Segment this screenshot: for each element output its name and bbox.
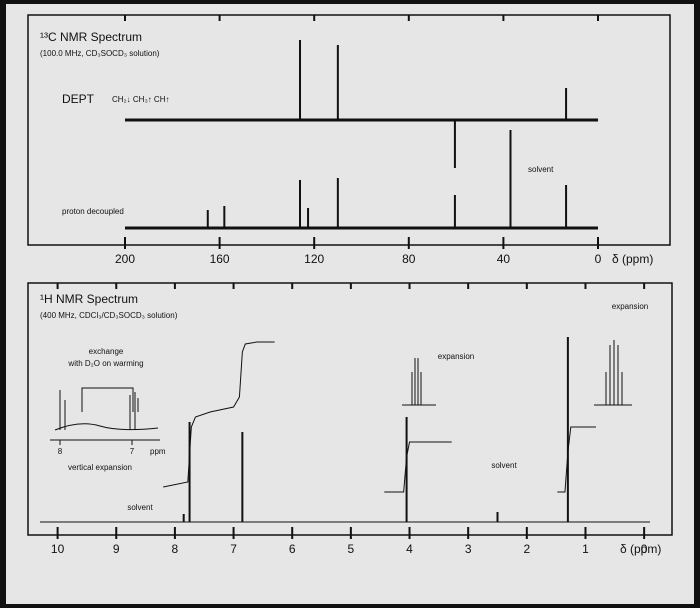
chart-subtitle: (100.0 MHz, CD₃SOCD₃ solution): [40, 49, 160, 58]
x-tick-label: 6: [289, 542, 296, 556]
paper: [6, 4, 694, 604]
chart-title: ¹³C NMR Spectrum: [40, 30, 142, 44]
series-label: DEPT: [62, 92, 95, 106]
annotation: solvent: [528, 165, 554, 174]
inset-tick-label: 8: [58, 447, 63, 456]
x-tick-label: 9: [113, 542, 120, 556]
annotation: solvent: [491, 461, 517, 470]
expansion-multiplet: [402, 358, 436, 406]
expansion-multiplet: [594, 340, 632, 406]
x-tick-label: 2: [523, 542, 530, 556]
annotation: with D₂O on warming: [67, 359, 143, 368]
annotation: exchange: [89, 347, 124, 356]
x-axis-label: δ (ppm): [620, 542, 661, 556]
integral-curve: [384, 441, 452, 493]
x-tick-label: 0: [595, 252, 602, 266]
x-tick-label: 10: [51, 542, 65, 556]
inset-trace: [50, 390, 160, 441]
annotation: solvent: [127, 503, 153, 512]
x-tick-label: 80: [402, 252, 416, 266]
x-tick-label: 4: [406, 542, 413, 556]
x-tick-label: 5: [348, 542, 355, 556]
x-tick-label: 8: [172, 542, 179, 556]
x-tick-label: 7: [230, 542, 237, 556]
series-label: proton decoupled: [62, 207, 124, 216]
x-tick-label: 160: [210, 252, 230, 266]
chart-subtitle: (400 MHz, CDCl₃/CD₃SOCD₃ solution): [40, 311, 178, 320]
x-tick-label: 0: [641, 542, 648, 556]
chart-title: ¹H NMR Spectrum: [40, 292, 138, 306]
x-tick-label: 40: [497, 252, 511, 266]
inset-tick-label: 7: [130, 447, 135, 456]
integral-curve: [163, 341, 275, 488]
inset-bracket: [81, 387, 139, 412]
annotation: expansion: [612, 302, 648, 311]
x-axis-label: δ (ppm): [612, 252, 653, 266]
x-tick-label: 120: [304, 252, 324, 266]
annotation: vertical expansion: [68, 463, 132, 472]
x-tick-label: 3: [465, 542, 472, 556]
annotation: expansion: [438, 352, 474, 361]
dept-annotation: CH₂↓ CH₃↑ CH↑: [112, 95, 169, 104]
x-tick-label: 200: [115, 252, 135, 266]
integral-curve: [557, 426, 597, 493]
x-tick-label: 1: [582, 542, 589, 556]
inset-x-label: ppm: [150, 447, 166, 456]
